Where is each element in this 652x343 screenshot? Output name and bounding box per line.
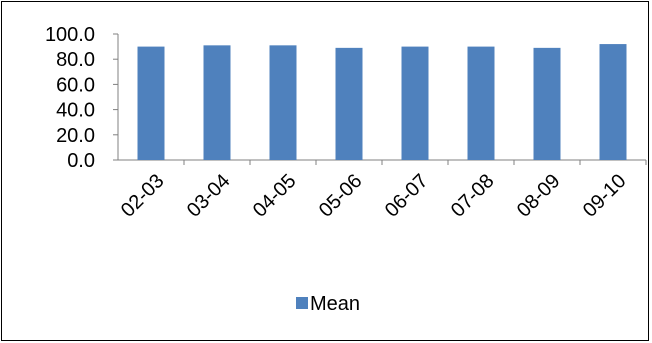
bar-08-09 — [533, 47, 561, 160]
x-tick-label: 03-04 — [183, 170, 235, 222]
legend-swatch-mean — [296, 297, 308, 309]
x-tick-label: 07-08 — [447, 170, 499, 222]
bar-06-07 — [401, 46, 429, 160]
y-tick-label: 20.0 — [56, 125, 95, 147]
y-tick-label: 40.0 — [56, 100, 95, 122]
x-tick-label: 06-07 — [381, 170, 433, 222]
y-tick-label: 60.0 — [56, 74, 95, 96]
x-tick-label: 04-05 — [249, 170, 301, 222]
legend: Mean — [296, 293, 360, 315]
bars — [137, 44, 627, 161]
y-tick-label: 100.0 — [45, 24, 95, 46]
y-tick-label: 80.0 — [56, 49, 95, 71]
axes — [117, 34, 646, 161]
x-tick-label: 08-09 — [513, 170, 565, 222]
bar-07-08 — [467, 46, 495, 160]
x-axis-ticks: 02-03 03-04 04-05 05-06 06-07 07-08 08-09 09-10 — [117, 160, 647, 222]
x-tick-label: 09-10 — [579, 170, 631, 222]
legend-label-mean: Mean — [310, 293, 360, 315]
bar-04-05 — [269, 45, 297, 161]
bar-02-03 — [137, 46, 165, 160]
bar-09-10 — [599, 44, 627, 160]
x-tick-label: 02-03 — [117, 170, 169, 222]
bar-05-06 — [335, 47, 363, 160]
y-axis-ticks: 0.0 20.0 40.0 60.0 80.0 100.0 — [45, 24, 118, 172]
x-tick-label: 05-06 — [315, 170, 367, 222]
bar-03-04 — [203, 45, 231, 161]
y-tick-label: 0.0 — [67, 150, 95, 172]
